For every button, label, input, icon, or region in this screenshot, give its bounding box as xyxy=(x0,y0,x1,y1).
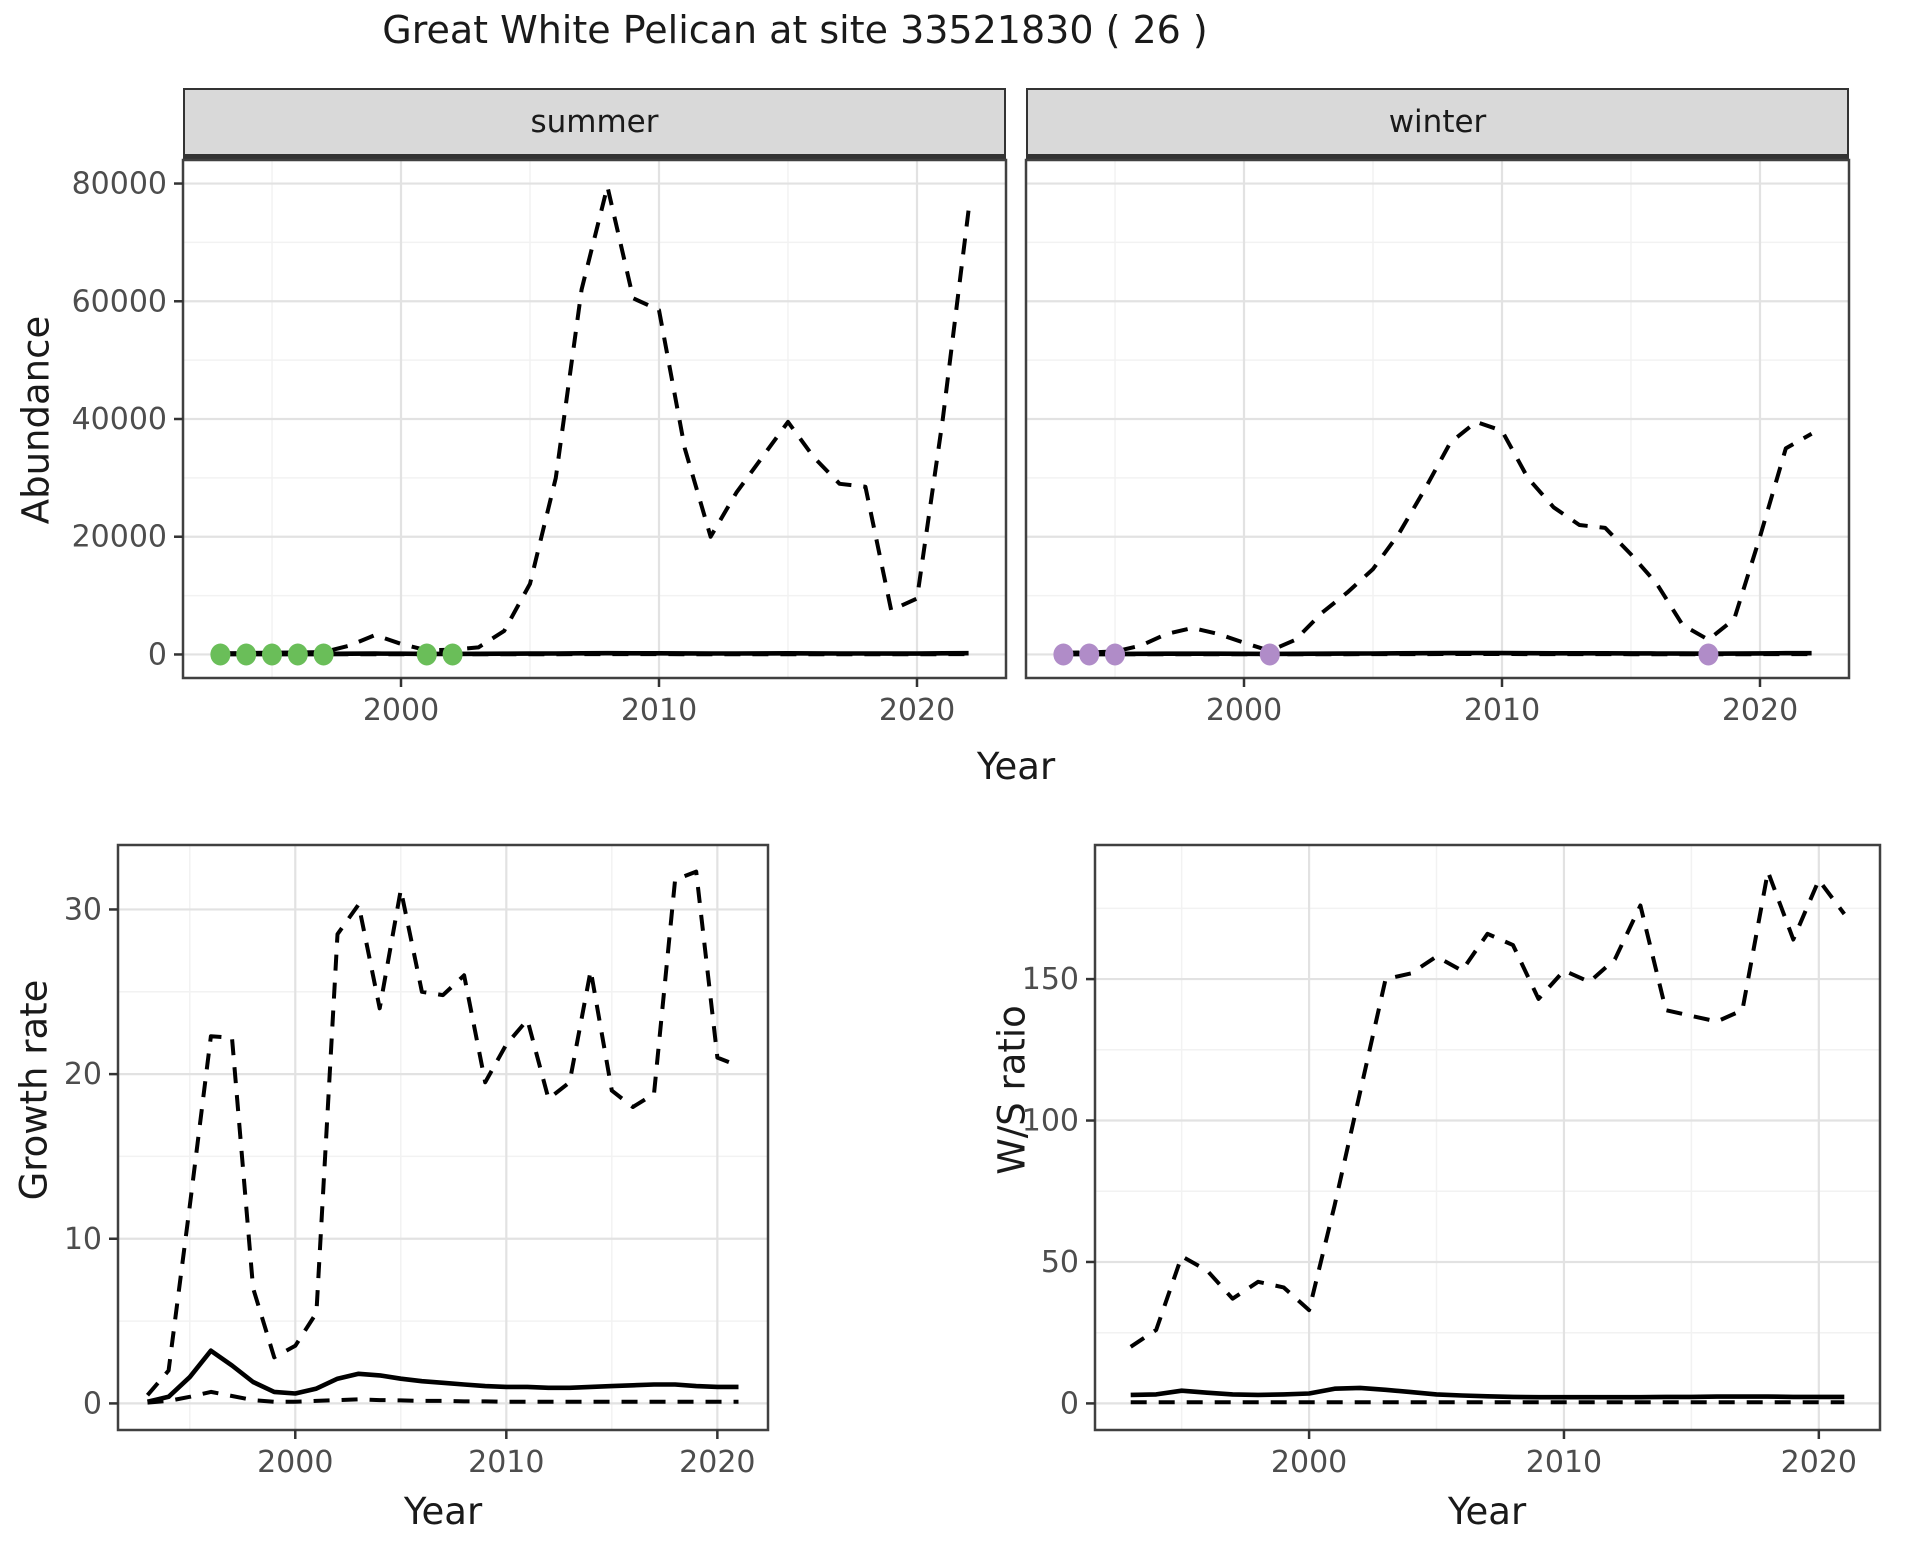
facet-strip-summer-label: summer xyxy=(530,104,659,140)
facet-strip-winter-label: winter xyxy=(1388,104,1487,140)
facet-strip-winter: winter xyxy=(1026,88,1849,160)
abundance-winter-zero-observation-dot xyxy=(1053,643,1074,666)
abundance-summer-x-tick-label: 2000 xyxy=(363,693,439,728)
growth-rate-y-tick-label: 0 xyxy=(83,1386,102,1421)
growth-rate-x-tick-label: 2010 xyxy=(468,1445,544,1480)
ws-ratio-x-tick-label: 2000 xyxy=(1271,1445,1347,1480)
abundance-summer-x-tick-label: 2010 xyxy=(621,693,697,728)
abundance-summer-y-tick-label: 0 xyxy=(148,637,167,672)
growth-rate-y-tick-label: 10 xyxy=(64,1222,102,1257)
abundance-summer-x-tick-label: 2020 xyxy=(879,693,955,728)
abundance-summer-y-tick-label: 20000 xyxy=(72,520,167,555)
abundance-winter-x-tick-label: 2000 xyxy=(1206,693,1282,728)
growth-rate-x-tick-label: 2000 xyxy=(257,1445,333,1480)
figure-title: Great White Pelican at site 33521830 ( 2… xyxy=(382,8,1208,52)
abundance-winter-zero-observation-dot xyxy=(1105,643,1125,666)
abundance-summer-upper_ci-line xyxy=(220,184,971,656)
abundance-summer-zero-observation-dot xyxy=(262,643,282,666)
top-year-axis-label: Year xyxy=(976,745,1056,788)
ws-ratio-mean-line xyxy=(1130,1385,1845,1400)
growth-rate-upper_ci-line xyxy=(145,869,740,1397)
facet-strip-summer: summer xyxy=(183,88,1006,160)
ws-ratio-y-tick-label: 100 xyxy=(1022,1104,1079,1139)
ws-ratio-upper_ci-line xyxy=(1129,869,1846,1349)
abundance-summer-y-tick-label: 80000 xyxy=(72,167,167,202)
abundance-winter-x-tick-label: 2010 xyxy=(1464,693,1540,728)
ws-ratio-x-tick-label: 2020 xyxy=(1781,1445,1857,1480)
ws-ratio-y-tick-label: 0 xyxy=(1060,1386,1079,1421)
ws-ratio-y-tick-label: 150 xyxy=(1022,962,1079,997)
growth-rate-y-tick-label: 30 xyxy=(64,892,102,927)
abundance-winter-zero-observation-dot xyxy=(1259,643,1280,666)
abundance-winter-panel-border xyxy=(1024,158,1851,680)
abundance-summer-zero-observation-dot xyxy=(210,643,231,666)
growth-rate-mean-line xyxy=(146,1348,739,1405)
abundance-summer-zero-observation-dot xyxy=(236,643,257,666)
ws-ratio-y-tick-label: 50 xyxy=(1041,1245,1079,1280)
ws-ratio-panel-border xyxy=(1093,843,1882,1432)
abundance-summer-y-tick-label: 40000 xyxy=(72,402,167,437)
growth-rate-x-tick-label: 2020 xyxy=(679,1445,755,1480)
abundance-winter-zero-observation-dot xyxy=(1079,643,1100,666)
abundance-summer-y-tick-label: 60000 xyxy=(72,284,167,319)
bottom-left-year-axis-label: Year xyxy=(403,1490,483,1533)
abundance-winter-zero-observation-dot xyxy=(1698,643,1719,666)
bottom-right-year-axis-label: Year xyxy=(1447,1490,1527,1533)
ws-ratio-x-tick-label: 2010 xyxy=(1526,1445,1602,1480)
growth-rate-panel-border xyxy=(116,843,770,1432)
growth-rate-panel-bg xyxy=(118,845,768,1430)
abundance-summer-zero-observation-dot xyxy=(313,643,334,666)
abundance-summer-zero-observation-dot xyxy=(416,643,437,666)
abundance-summer-zero-observation-dot xyxy=(442,643,463,666)
growth-rate-y-tick-label: 20 xyxy=(64,1057,102,1092)
abundance-winter-x-tick-label: 2020 xyxy=(1722,693,1798,728)
abundance-summer-zero-observation-dot xyxy=(287,643,308,666)
